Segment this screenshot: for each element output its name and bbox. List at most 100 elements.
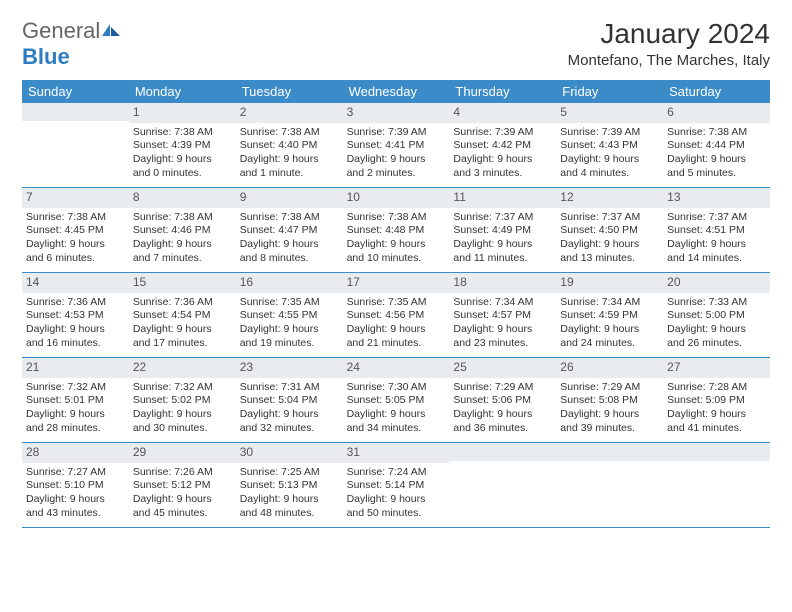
sunset-text: Sunset: 5:10 PM xyxy=(26,479,125,493)
sunset-text: Sunset: 4:57 PM xyxy=(453,309,552,323)
sunrise-text: Sunrise: 7:31 AM xyxy=(240,381,339,395)
day-cell xyxy=(556,443,663,527)
sunset-text: Sunset: 4:54 PM xyxy=(133,309,232,323)
day-number: 6 xyxy=(663,103,770,123)
week-row: 7Sunrise: 7:38 AMSunset: 4:45 PMDaylight… xyxy=(22,188,770,273)
sunrise-text: Sunrise: 7:34 AM xyxy=(560,296,659,310)
day-number: 2 xyxy=(236,103,343,123)
daylight1-text: Daylight: 9 hours xyxy=(667,408,766,422)
week-row: 1Sunrise: 7:38 AMSunset: 4:39 PMDaylight… xyxy=(22,103,770,188)
day-cell: 2Sunrise: 7:38 AMSunset: 4:40 PMDaylight… xyxy=(236,103,343,187)
daylight2-text: and 34 minutes. xyxy=(347,422,446,436)
day-number: 31 xyxy=(343,443,450,463)
daylight2-text: and 8 minutes. xyxy=(240,252,339,266)
day-header-wednesday: Wednesday xyxy=(343,80,450,103)
daylight1-text: Daylight: 9 hours xyxy=(133,153,232,167)
day-number: 26 xyxy=(556,358,663,378)
week-row: 14Sunrise: 7:36 AMSunset: 4:53 PMDayligh… xyxy=(22,273,770,358)
daylight1-text: Daylight: 9 hours xyxy=(453,408,552,422)
day-header-row: Sunday Monday Tuesday Wednesday Thursday… xyxy=(22,80,770,103)
sunset-text: Sunset: 4:39 PM xyxy=(133,139,232,153)
day-cell: 18Sunrise: 7:34 AMSunset: 4:57 PMDayligh… xyxy=(449,273,556,357)
day-cell: 11Sunrise: 7:37 AMSunset: 4:49 PMDayligh… xyxy=(449,188,556,272)
brand-text: General Blue xyxy=(22,18,122,70)
sail-icon xyxy=(100,22,122,38)
sunrise-text: Sunrise: 7:35 AM xyxy=(240,296,339,310)
daylight1-text: Daylight: 9 hours xyxy=(26,493,125,507)
day-header-saturday: Saturday xyxy=(663,80,770,103)
daylight2-text: and 41 minutes. xyxy=(667,422,766,436)
sunrise-text: Sunrise: 7:34 AM xyxy=(453,296,552,310)
sunset-text: Sunset: 4:47 PM xyxy=(240,224,339,238)
sunset-text: Sunset: 5:08 PM xyxy=(560,394,659,408)
daylight2-text: and 26 minutes. xyxy=(667,337,766,351)
day-cell: 10Sunrise: 7:38 AMSunset: 4:48 PMDayligh… xyxy=(343,188,450,272)
day-cell: 9Sunrise: 7:38 AMSunset: 4:47 PMDaylight… xyxy=(236,188,343,272)
sunset-text: Sunset: 5:00 PM xyxy=(667,309,766,323)
sunset-text: Sunset: 4:51 PM xyxy=(667,224,766,238)
sunset-text: Sunset: 4:48 PM xyxy=(347,224,446,238)
daylight1-text: Daylight: 9 hours xyxy=(240,493,339,507)
daylight2-text: and 39 minutes. xyxy=(560,422,659,436)
day-number: 29 xyxy=(129,443,236,463)
sunrise-text: Sunrise: 7:29 AM xyxy=(560,381,659,395)
day-number: 25 xyxy=(449,358,556,378)
calendar: Sunday Monday Tuesday Wednesday Thursday… xyxy=(22,80,770,528)
day-cell: 7Sunrise: 7:38 AMSunset: 4:45 PMDaylight… xyxy=(22,188,129,272)
sunrise-text: Sunrise: 7:38 AM xyxy=(667,126,766,140)
month-title: January 2024 xyxy=(568,18,770,50)
sunrise-text: Sunrise: 7:33 AM xyxy=(667,296,766,310)
day-number: 18 xyxy=(449,273,556,293)
daylight2-text: and 32 minutes. xyxy=(240,422,339,436)
week-row: 21Sunrise: 7:32 AMSunset: 5:01 PMDayligh… xyxy=(22,358,770,443)
daylight2-text: and 5 minutes. xyxy=(667,167,766,181)
sunrise-text: Sunrise: 7:38 AM xyxy=(133,126,232,140)
day-header-monday: Monday xyxy=(129,80,236,103)
daylight2-text: and 50 minutes. xyxy=(347,507,446,521)
day-number: 21 xyxy=(22,358,129,378)
day-cell: 5Sunrise: 7:39 AMSunset: 4:43 PMDaylight… xyxy=(556,103,663,187)
day-cell: 13Sunrise: 7:37 AMSunset: 4:51 PMDayligh… xyxy=(663,188,770,272)
day-number xyxy=(449,443,556,461)
day-number: 13 xyxy=(663,188,770,208)
daylight1-text: Daylight: 9 hours xyxy=(347,408,446,422)
day-cell: 8Sunrise: 7:38 AMSunset: 4:46 PMDaylight… xyxy=(129,188,236,272)
day-number: 28 xyxy=(22,443,129,463)
daylight1-text: Daylight: 9 hours xyxy=(667,238,766,252)
day-cell: 3Sunrise: 7:39 AMSunset: 4:41 PMDaylight… xyxy=(343,103,450,187)
sunset-text: Sunset: 5:09 PM xyxy=(667,394,766,408)
sunrise-text: Sunrise: 7:30 AM xyxy=(347,381,446,395)
sunset-text: Sunset: 4:45 PM xyxy=(26,224,125,238)
day-cell: 21Sunrise: 7:32 AMSunset: 5:01 PMDayligh… xyxy=(22,358,129,442)
day-number: 7 xyxy=(22,188,129,208)
sunset-text: Sunset: 4:46 PM xyxy=(133,224,232,238)
sunset-text: Sunset: 4:40 PM xyxy=(240,139,339,153)
daylight1-text: Daylight: 9 hours xyxy=(240,323,339,337)
day-number xyxy=(22,103,129,121)
day-cell: 19Sunrise: 7:34 AMSunset: 4:59 PMDayligh… xyxy=(556,273,663,357)
sunrise-text: Sunrise: 7:39 AM xyxy=(347,126,446,140)
day-cell: 15Sunrise: 7:36 AMSunset: 4:54 PMDayligh… xyxy=(129,273,236,357)
sunset-text: Sunset: 4:44 PM xyxy=(667,139,766,153)
daylight1-text: Daylight: 9 hours xyxy=(240,238,339,252)
day-cell: 29Sunrise: 7:26 AMSunset: 5:12 PMDayligh… xyxy=(129,443,236,527)
sunset-text: Sunset: 5:02 PM xyxy=(133,394,232,408)
day-number: 10 xyxy=(343,188,450,208)
week-row: 28Sunrise: 7:27 AMSunset: 5:10 PMDayligh… xyxy=(22,443,770,528)
daylight2-text: and 43 minutes. xyxy=(26,507,125,521)
daylight1-text: Daylight: 9 hours xyxy=(347,493,446,507)
day-number: 17 xyxy=(343,273,450,293)
sunset-text: Sunset: 4:41 PM xyxy=(347,139,446,153)
day-cell: 25Sunrise: 7:29 AMSunset: 5:06 PMDayligh… xyxy=(449,358,556,442)
day-cell: 30Sunrise: 7:25 AMSunset: 5:13 PMDayligh… xyxy=(236,443,343,527)
daylight1-text: Daylight: 9 hours xyxy=(240,153,339,167)
sunrise-text: Sunrise: 7:36 AM xyxy=(26,296,125,310)
daylight2-text: and 28 minutes. xyxy=(26,422,125,436)
sunset-text: Sunset: 4:55 PM xyxy=(240,309,339,323)
day-cell: 16Sunrise: 7:35 AMSunset: 4:55 PMDayligh… xyxy=(236,273,343,357)
day-number: 19 xyxy=(556,273,663,293)
day-number: 3 xyxy=(343,103,450,123)
brand-logo: General Blue xyxy=(22,18,122,70)
day-cell xyxy=(449,443,556,527)
sunrise-text: Sunrise: 7:28 AM xyxy=(667,381,766,395)
